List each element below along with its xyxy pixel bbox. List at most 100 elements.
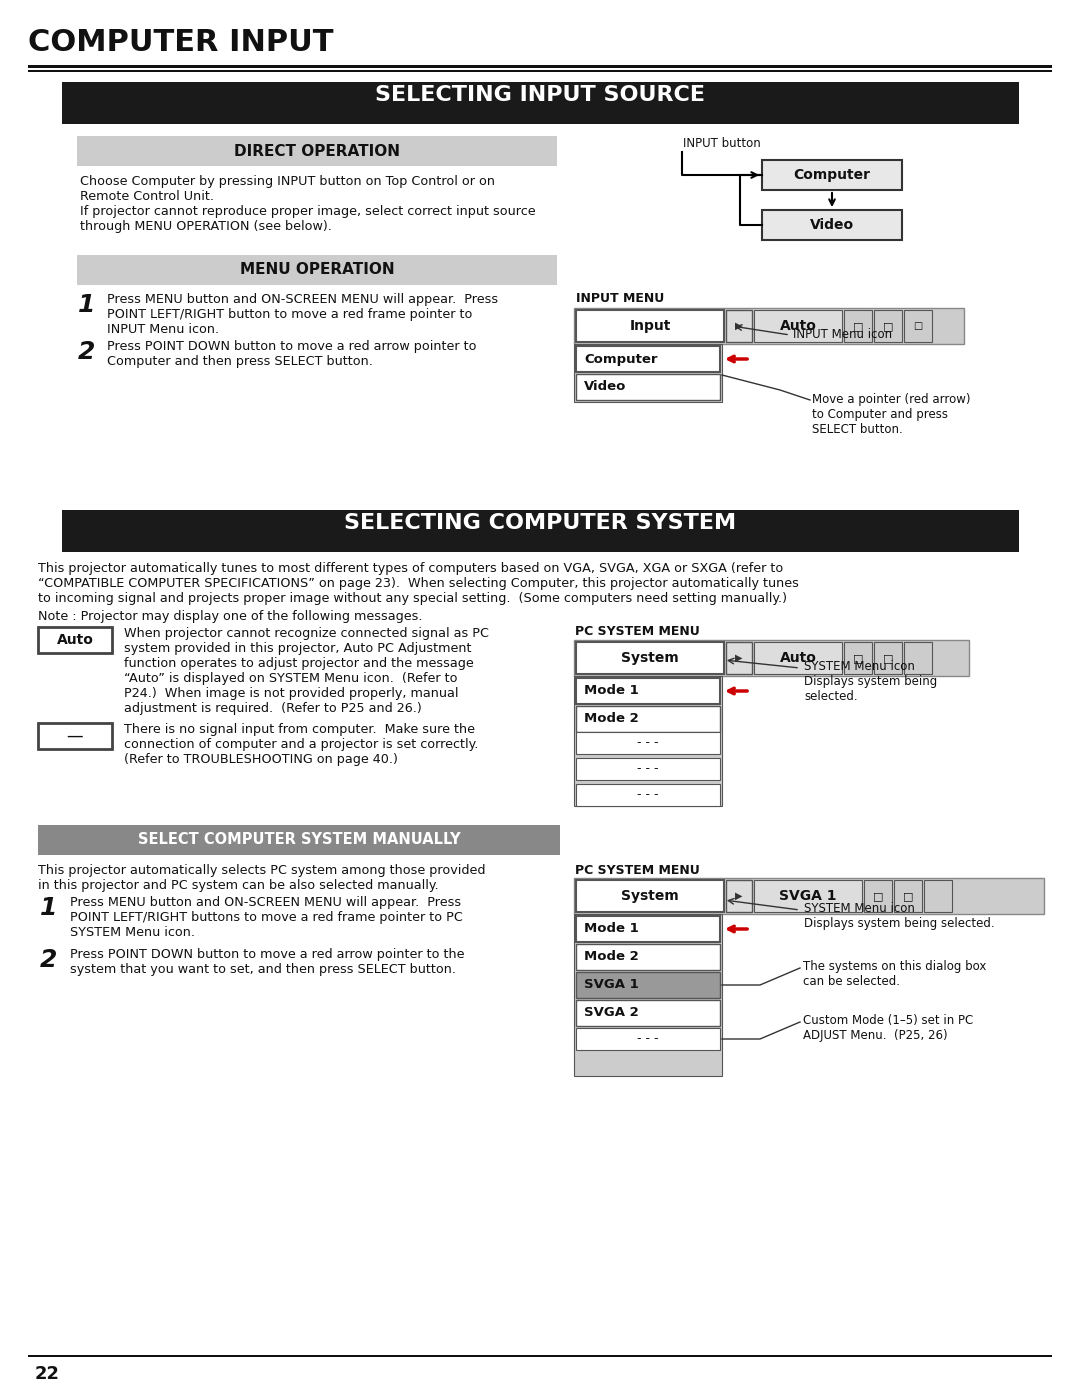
Bar (576, 374, 720, 400)
Bar (754, 880, 862, 912)
Text: □: □ (882, 652, 893, 664)
Text: 2: 2 (40, 949, 57, 972)
Text: □: □ (853, 321, 863, 331)
Text: ▶: ▶ (735, 321, 743, 331)
Bar (726, 643, 752, 673)
Bar (38, 724, 112, 749)
Bar (576, 310, 724, 342)
Bar (576, 944, 720, 970)
Text: PC SYSTEM MENU: PC SYSTEM MENU (575, 863, 700, 877)
Text: Mode 1: Mode 1 (584, 922, 638, 936)
Bar (924, 880, 951, 912)
Bar (726, 880, 752, 912)
Text: Choose Computer by pressing INPUT button on Top Control or on
Remote Control Uni: Choose Computer by pressing INPUT button… (80, 175, 536, 233)
Bar (573, 877, 1044, 914)
Text: System: System (621, 651, 679, 665)
Text: This projector automatically selects PC system among those provided: This projector automatically selects PC … (38, 863, 486, 877)
Text: Video: Video (584, 380, 626, 394)
Text: Mode 1: Mode 1 (584, 685, 638, 697)
Text: Press MENU button and ON-SCREEN MENU will appear.  Press
POINT LEFT/RIGHT button: Press MENU button and ON-SCREEN MENU wil… (70, 895, 463, 939)
Bar (38, 826, 561, 855)
Bar (843, 643, 872, 673)
Text: When projector cannot recognize connected signal as PC
system provided in this p: When projector cannot recognize connecte… (124, 627, 489, 715)
Text: This projector automatically tunes to most different types of computers based on: This projector automatically tunes to mo… (38, 562, 783, 576)
Bar (576, 972, 720, 997)
Text: —: — (67, 726, 83, 745)
Text: SELECTING INPUT SOURCE: SELECTING INPUT SOURCE (375, 85, 705, 105)
Text: INPUT Menu icon: INPUT Menu icon (793, 328, 892, 341)
Bar (62, 82, 1020, 124)
Text: Press POINT DOWN button to move a red arrow pointer to the
system that you want : Press POINT DOWN button to move a red ar… (70, 949, 464, 977)
Text: PC SYSTEM MENU: PC SYSTEM MENU (575, 624, 700, 638)
Text: DIRECT OPERATION: DIRECT OPERATION (234, 144, 400, 158)
Bar (77, 256, 557, 285)
Bar (576, 1028, 720, 1051)
Bar (894, 880, 922, 912)
Text: SYSTEM Menu icon
Displays system being selected.: SYSTEM Menu icon Displays system being s… (804, 902, 995, 930)
Text: Input: Input (630, 319, 671, 332)
Text: □: □ (903, 891, 914, 901)
Text: ▶: ▶ (735, 891, 743, 901)
Text: Move a pointer (red arrow)
to Computer and press
SELECT button.: Move a pointer (red arrow) to Computer a… (812, 393, 971, 436)
Bar (576, 784, 720, 806)
Text: - - -: - - - (637, 736, 659, 750)
Text: 1: 1 (40, 895, 57, 921)
Bar (576, 643, 724, 673)
Bar (28, 66, 1052, 68)
Text: Mode 2: Mode 2 (584, 712, 638, 725)
Bar (62, 510, 1020, 552)
Bar (28, 1355, 1052, 1356)
Text: SVGA 1: SVGA 1 (780, 888, 837, 902)
Bar (573, 307, 964, 344)
Text: - - -: - - - (637, 763, 659, 775)
Bar (874, 310, 902, 342)
Text: MENU OPERATION: MENU OPERATION (240, 263, 394, 278)
Text: □: □ (882, 321, 893, 331)
Bar (576, 880, 724, 912)
Bar (762, 210, 902, 240)
Text: SYSTEM Menu icon
Displays system being
selected.: SYSTEM Menu icon Displays system being s… (804, 659, 937, 703)
Text: SELECTING COMPUTER SYSTEM: SELECTING COMPUTER SYSTEM (343, 513, 737, 534)
Text: The systems on this dialog box
can be selected.: The systems on this dialog box can be se… (804, 960, 986, 988)
Text: Computer: Computer (794, 168, 870, 182)
Bar (754, 310, 842, 342)
Bar (573, 914, 723, 1076)
Text: □: □ (914, 321, 922, 331)
Bar (874, 643, 902, 673)
Text: SVGA 2: SVGA 2 (584, 1006, 638, 1020)
Text: Video: Video (810, 218, 854, 232)
Bar (754, 643, 842, 673)
Text: to incoming signal and projects proper image without any special setting.  (Some: to incoming signal and projects proper i… (38, 592, 787, 605)
Text: System: System (621, 888, 679, 902)
Text: ▶: ▶ (735, 652, 743, 664)
Text: Note : Projector may display one of the following messages.: Note : Projector may display one of the … (38, 610, 422, 623)
Bar (762, 161, 902, 190)
Bar (573, 640, 969, 676)
Bar (576, 732, 720, 754)
Bar (28, 70, 1052, 71)
Bar (576, 678, 720, 704)
Bar (77, 136, 557, 166)
Text: 1: 1 (78, 293, 95, 317)
Text: INPUT MENU: INPUT MENU (576, 292, 664, 305)
Bar (573, 676, 723, 806)
Text: - - -: - - - (637, 788, 659, 802)
Bar (843, 310, 872, 342)
Bar (576, 346, 720, 372)
Bar (576, 1000, 720, 1025)
Bar (576, 759, 720, 780)
Text: INPUT button: INPUT button (683, 137, 760, 149)
Bar (38, 627, 112, 652)
Text: 22: 22 (35, 1365, 60, 1383)
Text: Auto: Auto (780, 651, 816, 665)
Text: COMPUTER INPUT: COMPUTER INPUT (28, 28, 334, 57)
Text: Computer: Computer (584, 352, 658, 366)
Bar (726, 310, 752, 342)
Text: 2: 2 (78, 339, 95, 365)
Text: SELECT COMPUTER SYSTEM MANUALLY: SELECT COMPUTER SYSTEM MANUALLY (137, 833, 460, 848)
Text: Press POINT DOWN button to move a red arrow pointer to
Computer and then press S: Press POINT DOWN button to move a red ar… (107, 339, 476, 367)
Bar (573, 344, 723, 402)
Text: in this projector and PC system can be also selected manually.: in this projector and PC system can be a… (38, 879, 438, 893)
Bar (904, 643, 932, 673)
Text: □: □ (873, 891, 883, 901)
